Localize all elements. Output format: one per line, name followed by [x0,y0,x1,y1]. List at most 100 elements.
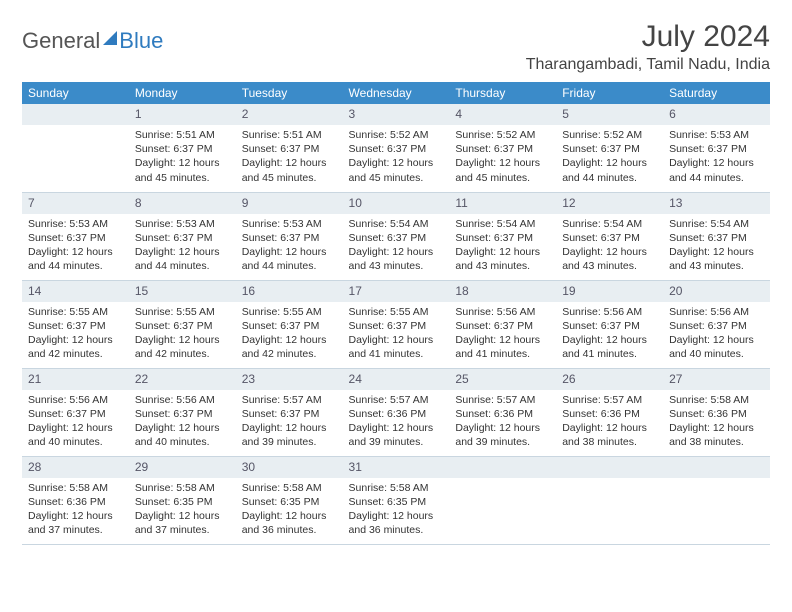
day-details: Sunrise: 5:52 AMSunset: 6:37 PMDaylight:… [449,125,556,189]
day-number: 30 [236,457,343,478]
day-details: Sunrise: 5:51 AMSunset: 6:37 PMDaylight:… [236,125,343,189]
calendar-day-cell: 14Sunrise: 5:55 AMSunset: 6:37 PMDayligh… [22,280,129,368]
day-details: Sunrise: 5:54 AMSunset: 6:37 PMDaylight:… [556,214,663,278]
day-details: Sunrise: 5:53 AMSunset: 6:37 PMDaylight:… [22,214,129,278]
day-number: 20 [663,281,770,302]
day-number: 3 [343,104,450,125]
logo: General Blue [22,28,163,54]
day-number [663,457,770,478]
weekday-header: Saturday [663,82,770,104]
day-details: Sunrise: 5:56 AMSunset: 6:37 PMDaylight:… [22,390,129,454]
day-details: Sunrise: 5:51 AMSunset: 6:37 PMDaylight:… [129,125,236,189]
calendar-day-cell: 27Sunrise: 5:58 AMSunset: 6:36 PMDayligh… [663,368,770,456]
calendar-week-row: 21Sunrise: 5:56 AMSunset: 6:37 PMDayligh… [22,368,770,456]
calendar-day-cell: 12Sunrise: 5:54 AMSunset: 6:37 PMDayligh… [556,192,663,280]
day-number: 27 [663,369,770,390]
day-number: 29 [129,457,236,478]
day-number: 26 [556,369,663,390]
calendar-day-cell: 2Sunrise: 5:51 AMSunset: 6:37 PMDaylight… [236,104,343,192]
day-number: 4 [449,104,556,125]
day-number: 10 [343,193,450,214]
day-number [449,457,556,478]
day-number: 6 [663,104,770,125]
day-details: Sunrise: 5:58 AMSunset: 6:35 PMDaylight:… [343,478,450,542]
day-details: Sunrise: 5:54 AMSunset: 6:37 PMDaylight:… [343,214,450,278]
day-details: Sunrise: 5:56 AMSunset: 6:37 PMDaylight:… [129,390,236,454]
day-details: Sunrise: 5:58 AMSunset: 6:35 PMDaylight:… [236,478,343,542]
calendar-day-cell [22,104,129,192]
day-details: Sunrise: 5:53 AMSunset: 6:37 PMDaylight:… [129,214,236,278]
calendar-table: SundayMondayTuesdayWednesdayThursdayFrid… [22,82,770,545]
calendar-day-cell: 22Sunrise: 5:56 AMSunset: 6:37 PMDayligh… [129,368,236,456]
calendar-day-cell: 9Sunrise: 5:53 AMSunset: 6:37 PMDaylight… [236,192,343,280]
weekday-header: Monday [129,82,236,104]
calendar-day-cell: 24Sunrise: 5:57 AMSunset: 6:36 PMDayligh… [343,368,450,456]
day-number: 23 [236,369,343,390]
calendar-day-cell: 6Sunrise: 5:53 AMSunset: 6:37 PMDaylight… [663,104,770,192]
day-details: Sunrise: 5:57 AMSunset: 6:36 PMDaylight:… [556,390,663,454]
calendar-day-cell [449,456,556,544]
day-details: Sunrise: 5:53 AMSunset: 6:37 PMDaylight:… [236,214,343,278]
day-number: 1 [129,104,236,125]
day-number: 5 [556,104,663,125]
calendar-week-row: 14Sunrise: 5:55 AMSunset: 6:37 PMDayligh… [22,280,770,368]
day-number: 15 [129,281,236,302]
day-number: 13 [663,193,770,214]
calendar-day-cell: 7Sunrise: 5:53 AMSunset: 6:37 PMDaylight… [22,192,129,280]
location-text: Tharangambadi, Tamil Nadu, India [526,56,770,74]
day-details: Sunrise: 5:55 AMSunset: 6:37 PMDaylight:… [343,302,450,366]
day-details: Sunrise: 5:58 AMSunset: 6:36 PMDaylight:… [663,390,770,454]
calendar-day-cell [663,456,770,544]
day-details: Sunrise: 5:55 AMSunset: 6:37 PMDaylight:… [129,302,236,366]
title-block: July 2024 Tharangambadi, Tamil Nadu, Ind… [526,20,770,74]
day-details: Sunrise: 5:57 AMSunset: 6:37 PMDaylight:… [236,390,343,454]
day-number: 17 [343,281,450,302]
calendar-day-cell: 17Sunrise: 5:55 AMSunset: 6:37 PMDayligh… [343,280,450,368]
day-details: Sunrise: 5:56 AMSunset: 6:37 PMDaylight:… [449,302,556,366]
calendar-day-cell: 18Sunrise: 5:56 AMSunset: 6:37 PMDayligh… [449,280,556,368]
calendar-week-row: 28Sunrise: 5:58 AMSunset: 6:36 PMDayligh… [22,456,770,544]
calendar-day-cell: 25Sunrise: 5:57 AMSunset: 6:36 PMDayligh… [449,368,556,456]
calendar-day-cell: 19Sunrise: 5:56 AMSunset: 6:37 PMDayligh… [556,280,663,368]
calendar-day-cell: 23Sunrise: 5:57 AMSunset: 6:37 PMDayligh… [236,368,343,456]
calendar-header-row: SundayMondayTuesdayWednesdayThursdayFrid… [22,82,770,104]
month-title: July 2024 [526,20,770,54]
day-details: Sunrise: 5:52 AMSunset: 6:37 PMDaylight:… [556,125,663,189]
day-details: Sunrise: 5:55 AMSunset: 6:37 PMDaylight:… [22,302,129,366]
day-number: 28 [22,457,129,478]
calendar-day-cell: 15Sunrise: 5:55 AMSunset: 6:37 PMDayligh… [129,280,236,368]
weekday-header: Wednesday [343,82,450,104]
day-details: Sunrise: 5:53 AMSunset: 6:37 PMDaylight:… [663,125,770,189]
calendar-day-cell: 1Sunrise: 5:51 AMSunset: 6:37 PMDaylight… [129,104,236,192]
weekday-header: Tuesday [236,82,343,104]
weekday-header: Thursday [449,82,556,104]
day-details: Sunrise: 5:54 AMSunset: 6:37 PMDaylight:… [663,214,770,278]
calendar-day-cell: 28Sunrise: 5:58 AMSunset: 6:36 PMDayligh… [22,456,129,544]
calendar-day-cell: 10Sunrise: 5:54 AMSunset: 6:37 PMDayligh… [343,192,450,280]
day-details: Sunrise: 5:52 AMSunset: 6:37 PMDaylight:… [343,125,450,189]
day-number: 31 [343,457,450,478]
day-number: 16 [236,281,343,302]
day-number [556,457,663,478]
calendar-day-cell [556,456,663,544]
day-details: Sunrise: 5:54 AMSunset: 6:37 PMDaylight:… [449,214,556,278]
logo-text-blue: Blue [119,28,163,54]
day-number: 7 [22,193,129,214]
logo-triangle-icon [103,31,117,45]
day-details: Sunrise: 5:57 AMSunset: 6:36 PMDaylight:… [343,390,450,454]
day-number [22,104,129,125]
day-number: 25 [449,369,556,390]
calendar-day-cell: 3Sunrise: 5:52 AMSunset: 6:37 PMDaylight… [343,104,450,192]
calendar-day-cell: 31Sunrise: 5:58 AMSunset: 6:35 PMDayligh… [343,456,450,544]
calendar-day-cell: 16Sunrise: 5:55 AMSunset: 6:37 PMDayligh… [236,280,343,368]
day-number: 21 [22,369,129,390]
calendar-day-cell: 13Sunrise: 5:54 AMSunset: 6:37 PMDayligh… [663,192,770,280]
calendar-day-cell: 5Sunrise: 5:52 AMSunset: 6:37 PMDaylight… [556,104,663,192]
calendar-day-cell: 30Sunrise: 5:58 AMSunset: 6:35 PMDayligh… [236,456,343,544]
calendar-day-cell: 26Sunrise: 5:57 AMSunset: 6:36 PMDayligh… [556,368,663,456]
day-details: Sunrise: 5:56 AMSunset: 6:37 PMDaylight:… [663,302,770,366]
calendar-day-cell: 29Sunrise: 5:58 AMSunset: 6:35 PMDayligh… [129,456,236,544]
calendar-week-row: 7Sunrise: 5:53 AMSunset: 6:37 PMDaylight… [22,192,770,280]
header: General Blue July 2024 Tharangambadi, Ta… [22,20,770,74]
calendar-day-cell: 11Sunrise: 5:54 AMSunset: 6:37 PMDayligh… [449,192,556,280]
